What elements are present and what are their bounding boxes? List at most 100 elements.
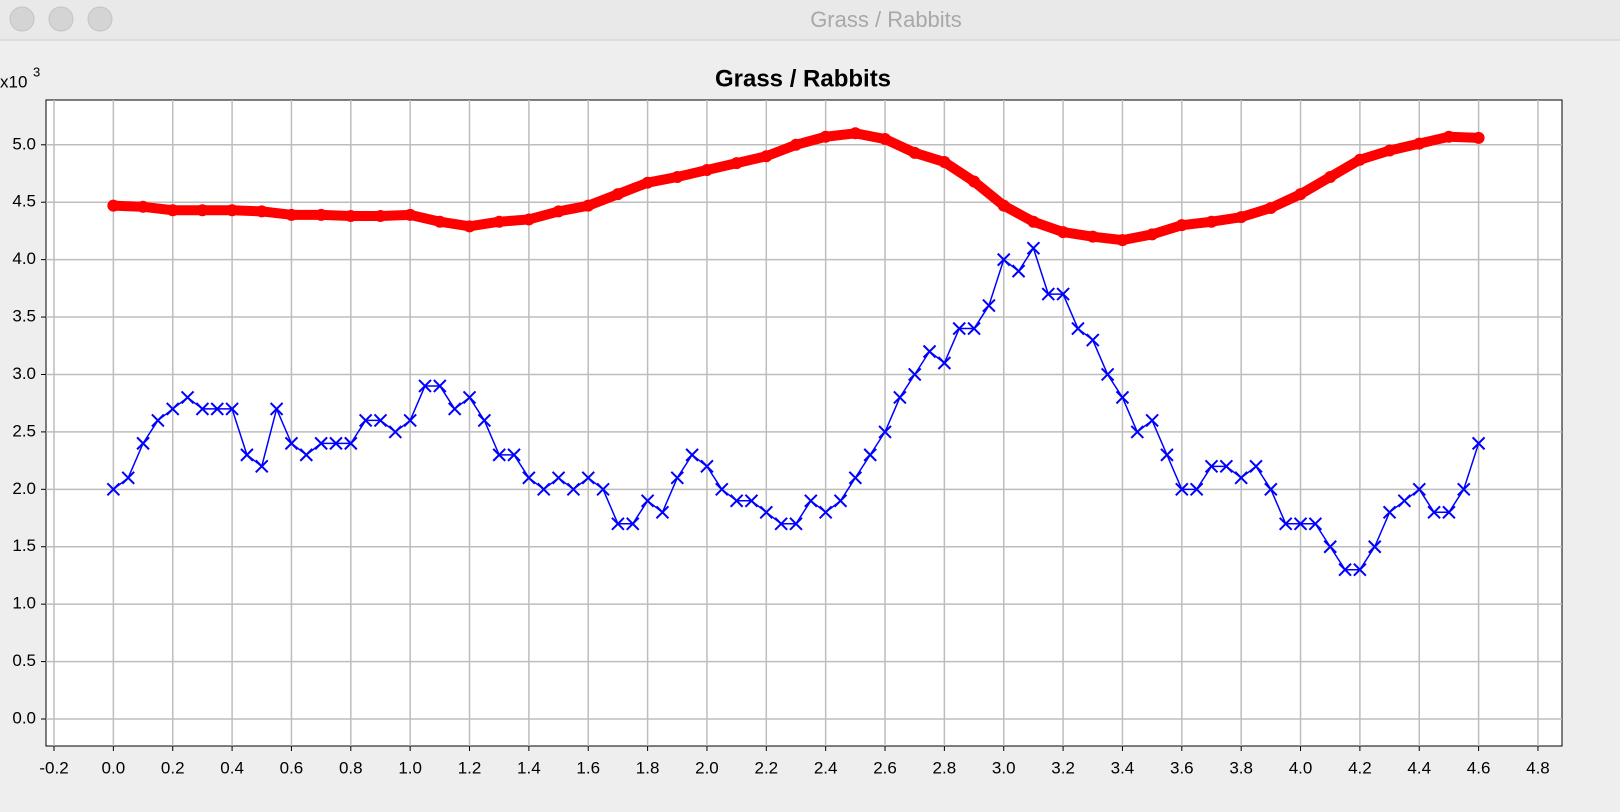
point bbox=[700, 164, 713, 177]
point bbox=[819, 130, 832, 143]
point bbox=[879, 133, 892, 146]
point bbox=[551, 471, 566, 485]
point bbox=[997, 252, 1011, 267]
point bbox=[611, 188, 624, 201]
point bbox=[477, 413, 492, 428]
point bbox=[833, 494, 848, 508]
point bbox=[210, 402, 224, 416]
y-tick-label: 4.0 bbox=[12, 249, 36, 268]
point bbox=[1057, 226, 1070, 239]
point bbox=[789, 517, 803, 531]
point bbox=[1353, 563, 1367, 577]
y-unit-exponent: 3 bbox=[33, 64, 40, 79]
point bbox=[700, 459, 714, 474]
point bbox=[1205, 215, 1218, 228]
point bbox=[611, 517, 625, 531]
point bbox=[166, 402, 180, 416]
point bbox=[997, 199, 1010, 212]
point bbox=[1086, 333, 1100, 347]
x-tick-label: 4.8 bbox=[1526, 758, 1550, 777]
point bbox=[908, 146, 921, 159]
point bbox=[418, 379, 432, 393]
point bbox=[715, 482, 729, 497]
y-tick-label: 0.0 bbox=[12, 708, 36, 727]
plot-area bbox=[45, 99, 1563, 747]
x-tick-label: 1.2 bbox=[458, 758, 482, 777]
x-tick-label: 1.4 bbox=[517, 758, 541, 777]
point bbox=[151, 413, 165, 428]
point bbox=[849, 127, 862, 140]
minimize-button[interactable] bbox=[48, 6, 74, 32]
point bbox=[255, 459, 269, 474]
x-tick-label: 2.6 bbox=[873, 758, 897, 777]
point bbox=[1397, 494, 1412, 508]
point bbox=[1219, 459, 1234, 474]
x-tick-label: 0.8 bbox=[339, 758, 363, 777]
point bbox=[760, 150, 773, 163]
point bbox=[1293, 517, 1308, 531]
y-tick-label: 4.5 bbox=[12, 192, 36, 211]
point bbox=[1249, 459, 1263, 474]
point bbox=[685, 448, 699, 462]
point bbox=[240, 448, 254, 462]
point bbox=[640, 494, 655, 508]
point bbox=[1116, 234, 1129, 247]
point bbox=[982, 298, 996, 313]
point bbox=[1278, 517, 1293, 531]
x-tick-label: 0.0 bbox=[102, 758, 126, 777]
point bbox=[968, 175, 981, 188]
point bbox=[1011, 264, 1026, 278]
point bbox=[136, 436, 150, 451]
point bbox=[1175, 482, 1189, 497]
point bbox=[1160, 448, 1174, 462]
point bbox=[315, 208, 328, 221]
zoom-button[interactable] bbox=[87, 6, 113, 32]
point bbox=[952, 321, 966, 336]
point bbox=[759, 505, 774, 519]
point bbox=[106, 482, 121, 497]
y-tick-label: 3.5 bbox=[12, 307, 36, 326]
point bbox=[1204, 459, 1219, 474]
point bbox=[1413, 137, 1426, 150]
x-tick-label: 3.8 bbox=[1229, 758, 1253, 777]
point bbox=[358, 413, 373, 428]
point bbox=[1235, 211, 1248, 224]
x-tick-label: 4.6 bbox=[1467, 758, 1491, 777]
point bbox=[1368, 540, 1382, 554]
point bbox=[907, 367, 922, 382]
point bbox=[344, 209, 357, 222]
point bbox=[937, 356, 952, 370]
point bbox=[137, 200, 150, 213]
point bbox=[433, 379, 447, 393]
point bbox=[107, 199, 120, 212]
x-tick-label: 3.4 bbox=[1111, 758, 1135, 777]
point bbox=[730, 157, 743, 170]
point bbox=[522, 213, 535, 226]
point bbox=[804, 494, 818, 508]
point bbox=[1472, 131, 1485, 144]
point bbox=[1383, 144, 1396, 157]
point bbox=[225, 402, 239, 416]
x-tick-label: 2.8 bbox=[933, 758, 957, 777]
point bbox=[537, 482, 551, 497]
x-tick-label: 0.6 bbox=[280, 758, 304, 777]
point bbox=[641, 176, 654, 189]
point bbox=[967, 321, 981, 336]
point bbox=[1086, 230, 1099, 243]
point bbox=[1145, 413, 1159, 428]
point bbox=[1457, 482, 1471, 497]
point bbox=[462, 390, 477, 405]
title-bar bbox=[0, 0, 1620, 40]
x-tick-label: 3.2 bbox=[1051, 758, 1075, 777]
point bbox=[774, 517, 788, 531]
x-tick-label: 0.4 bbox=[220, 758, 244, 777]
y-tick-label: 5.0 bbox=[12, 134, 36, 153]
point bbox=[1427, 505, 1441, 519]
point bbox=[566, 482, 581, 497]
close-button[interactable] bbox=[9, 6, 35, 32]
point bbox=[1175, 219, 1188, 232]
x-tick-label: 1.6 bbox=[576, 758, 600, 777]
x-tick-label: 4.2 bbox=[1348, 758, 1372, 777]
point bbox=[166, 204, 179, 217]
